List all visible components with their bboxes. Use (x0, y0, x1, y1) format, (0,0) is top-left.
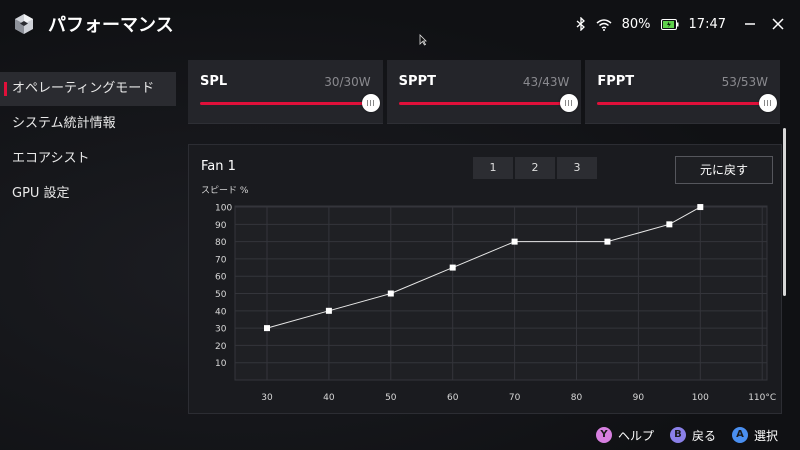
sidebar-item-label: GPU 設定 (12, 186, 70, 201)
x-tick-label: 30 (261, 393, 273, 403)
y-tick-label: 80 (215, 238, 227, 248)
curve-point[interactable] (666, 221, 673, 228)
fan-tab-1[interactable]: 1 (473, 157, 513, 179)
y-tick-label: 60 (215, 273, 227, 283)
close-icon[interactable] (772, 18, 784, 30)
sidebar-item-system-stats[interactable]: システム統計情報 (0, 107, 176, 141)
y-tick-label: 10 (215, 359, 227, 369)
sidebar-item-label: エコアシスト (12, 151, 90, 166)
sidebar-item-gpu-settings[interactable]: GPU 設定 (0, 177, 176, 211)
y-tick-label: 20 (215, 342, 227, 352)
select-hint[interactable]: A 選択 (731, 427, 778, 444)
x-tick-label: 90 (633, 393, 645, 403)
sidebar-item-label: システム統計情報 (12, 116, 116, 131)
curve-point[interactable] (604, 238, 611, 245)
bluetooth-icon (576, 17, 586, 31)
battery-percent: 80% (621, 16, 651, 32)
plot-area (234, 205, 768, 381)
header: パフォーマンス 80% 17:47 (0, 0, 800, 48)
y-tick-label: 70 (215, 255, 227, 265)
spl-slider-handle[interactable] (361, 94, 380, 112)
y-tick-label: 30 (215, 325, 227, 335)
b-button-icon: B (669, 427, 686, 443)
a-button-icon: A (731, 427, 748, 443)
reset-button[interactable]: 元に戻す (675, 156, 773, 184)
fppt-slider[interactable] (597, 94, 778, 112)
curve-point[interactable] (697, 204, 704, 211)
sppt-label: SPPT (398, 74, 436, 89)
help-label: ヘルプ (617, 428, 654, 443)
x-tick-label: 70 (509, 393, 521, 403)
fppt-panel: FPPT 53/53W (585, 60, 781, 124)
back-label: 戻る (691, 428, 716, 443)
back-hint[interactable]: B 戻る (669, 427, 716, 444)
fan-title: Fan 1 (201, 159, 236, 174)
scrollbar[interactable] (783, 128, 786, 296)
curve-point[interactable] (449, 264, 456, 271)
sppt-panel: SPPT 43/43W (386, 60, 582, 124)
sidebar-item-eco-assist[interactable]: エコアシスト (0, 142, 176, 176)
fppt-slider-handle[interactable] (759, 94, 778, 112)
y-tick-label: 50 (215, 290, 227, 300)
help-hint[interactable]: Y ヘルプ (595, 427, 654, 444)
fan-tabs: 1 2 3 (473, 157, 597, 179)
status-bar: 80% 17:47 (576, 14, 784, 34)
fppt-value: 53/53W (721, 75, 769, 89)
y-tick-label: 40 (215, 307, 227, 317)
spl-value: 30/30W (324, 75, 371, 89)
app-logo-icon (15, 14, 33, 34)
spl-panel: SPL 30/30W (188, 60, 383, 124)
power-limit-panels: SPL 30/30W SPPT 43/43W FPPT 53/53W (188, 60, 781, 124)
curve-point[interactable] (511, 238, 518, 245)
mouse-cursor-icon (419, 34, 427, 46)
fan-tab-2[interactable]: 2 (515, 157, 555, 179)
x-tick-label: 40 (323, 393, 335, 403)
curve-point[interactable] (387, 290, 394, 297)
sppt-slider-handle[interactable] (560, 94, 579, 112)
select-label: 選択 (753, 428, 778, 443)
y-tick-label: 100 (215, 204, 232, 214)
sidebar-item-operating-mode[interactable]: オペレーティングモード (0, 72, 176, 106)
sidebar: オペレーティングモード システム統計情報 エコアシスト GPU 設定 (0, 72, 176, 212)
clock: 17:47 (688, 16, 726, 32)
footer-hints: Y ヘルプ B 戻る A 選択 (586, 424, 800, 446)
fppt-label: FPPT (597, 74, 635, 89)
sppt-slider[interactable] (398, 94, 579, 112)
wifi-icon (596, 18, 612, 31)
x-tick-label: 80 (571, 393, 583, 403)
y-button-icon: Y (595, 427, 612, 443)
curve-point[interactable] (325, 307, 332, 314)
spl-slider[interactable] (200, 94, 380, 112)
fan-tab-3[interactable]: 3 (557, 157, 597, 179)
curve-point[interactable] (264, 325, 270, 332)
page-title: パフォーマンス (48, 15, 174, 36)
sppt-value: 43/43W (522, 75, 570, 89)
x-tick-label: 60 (447, 393, 459, 403)
battery-icon (660, 18, 679, 30)
x-tick-label: 100 (692, 393, 709, 403)
chart-ylabel: スピード % (201, 186, 249, 196)
fan-curve-line (266, 206, 701, 329)
minimize-icon[interactable] (744, 18, 756, 30)
fan-curve-card: Fan 1 1 2 3 元に戻す スピード % 100 90 80 70 60 50 40 3… (188, 144, 782, 414)
sidebar-item-label: オペレーティングモード (12, 81, 155, 96)
spl-label: SPL (200, 74, 228, 89)
x-tick-label: 110°C (748, 393, 776, 403)
x-tick-label: 50 (385, 393, 397, 403)
y-tick-label: 90 (215, 221, 227, 231)
